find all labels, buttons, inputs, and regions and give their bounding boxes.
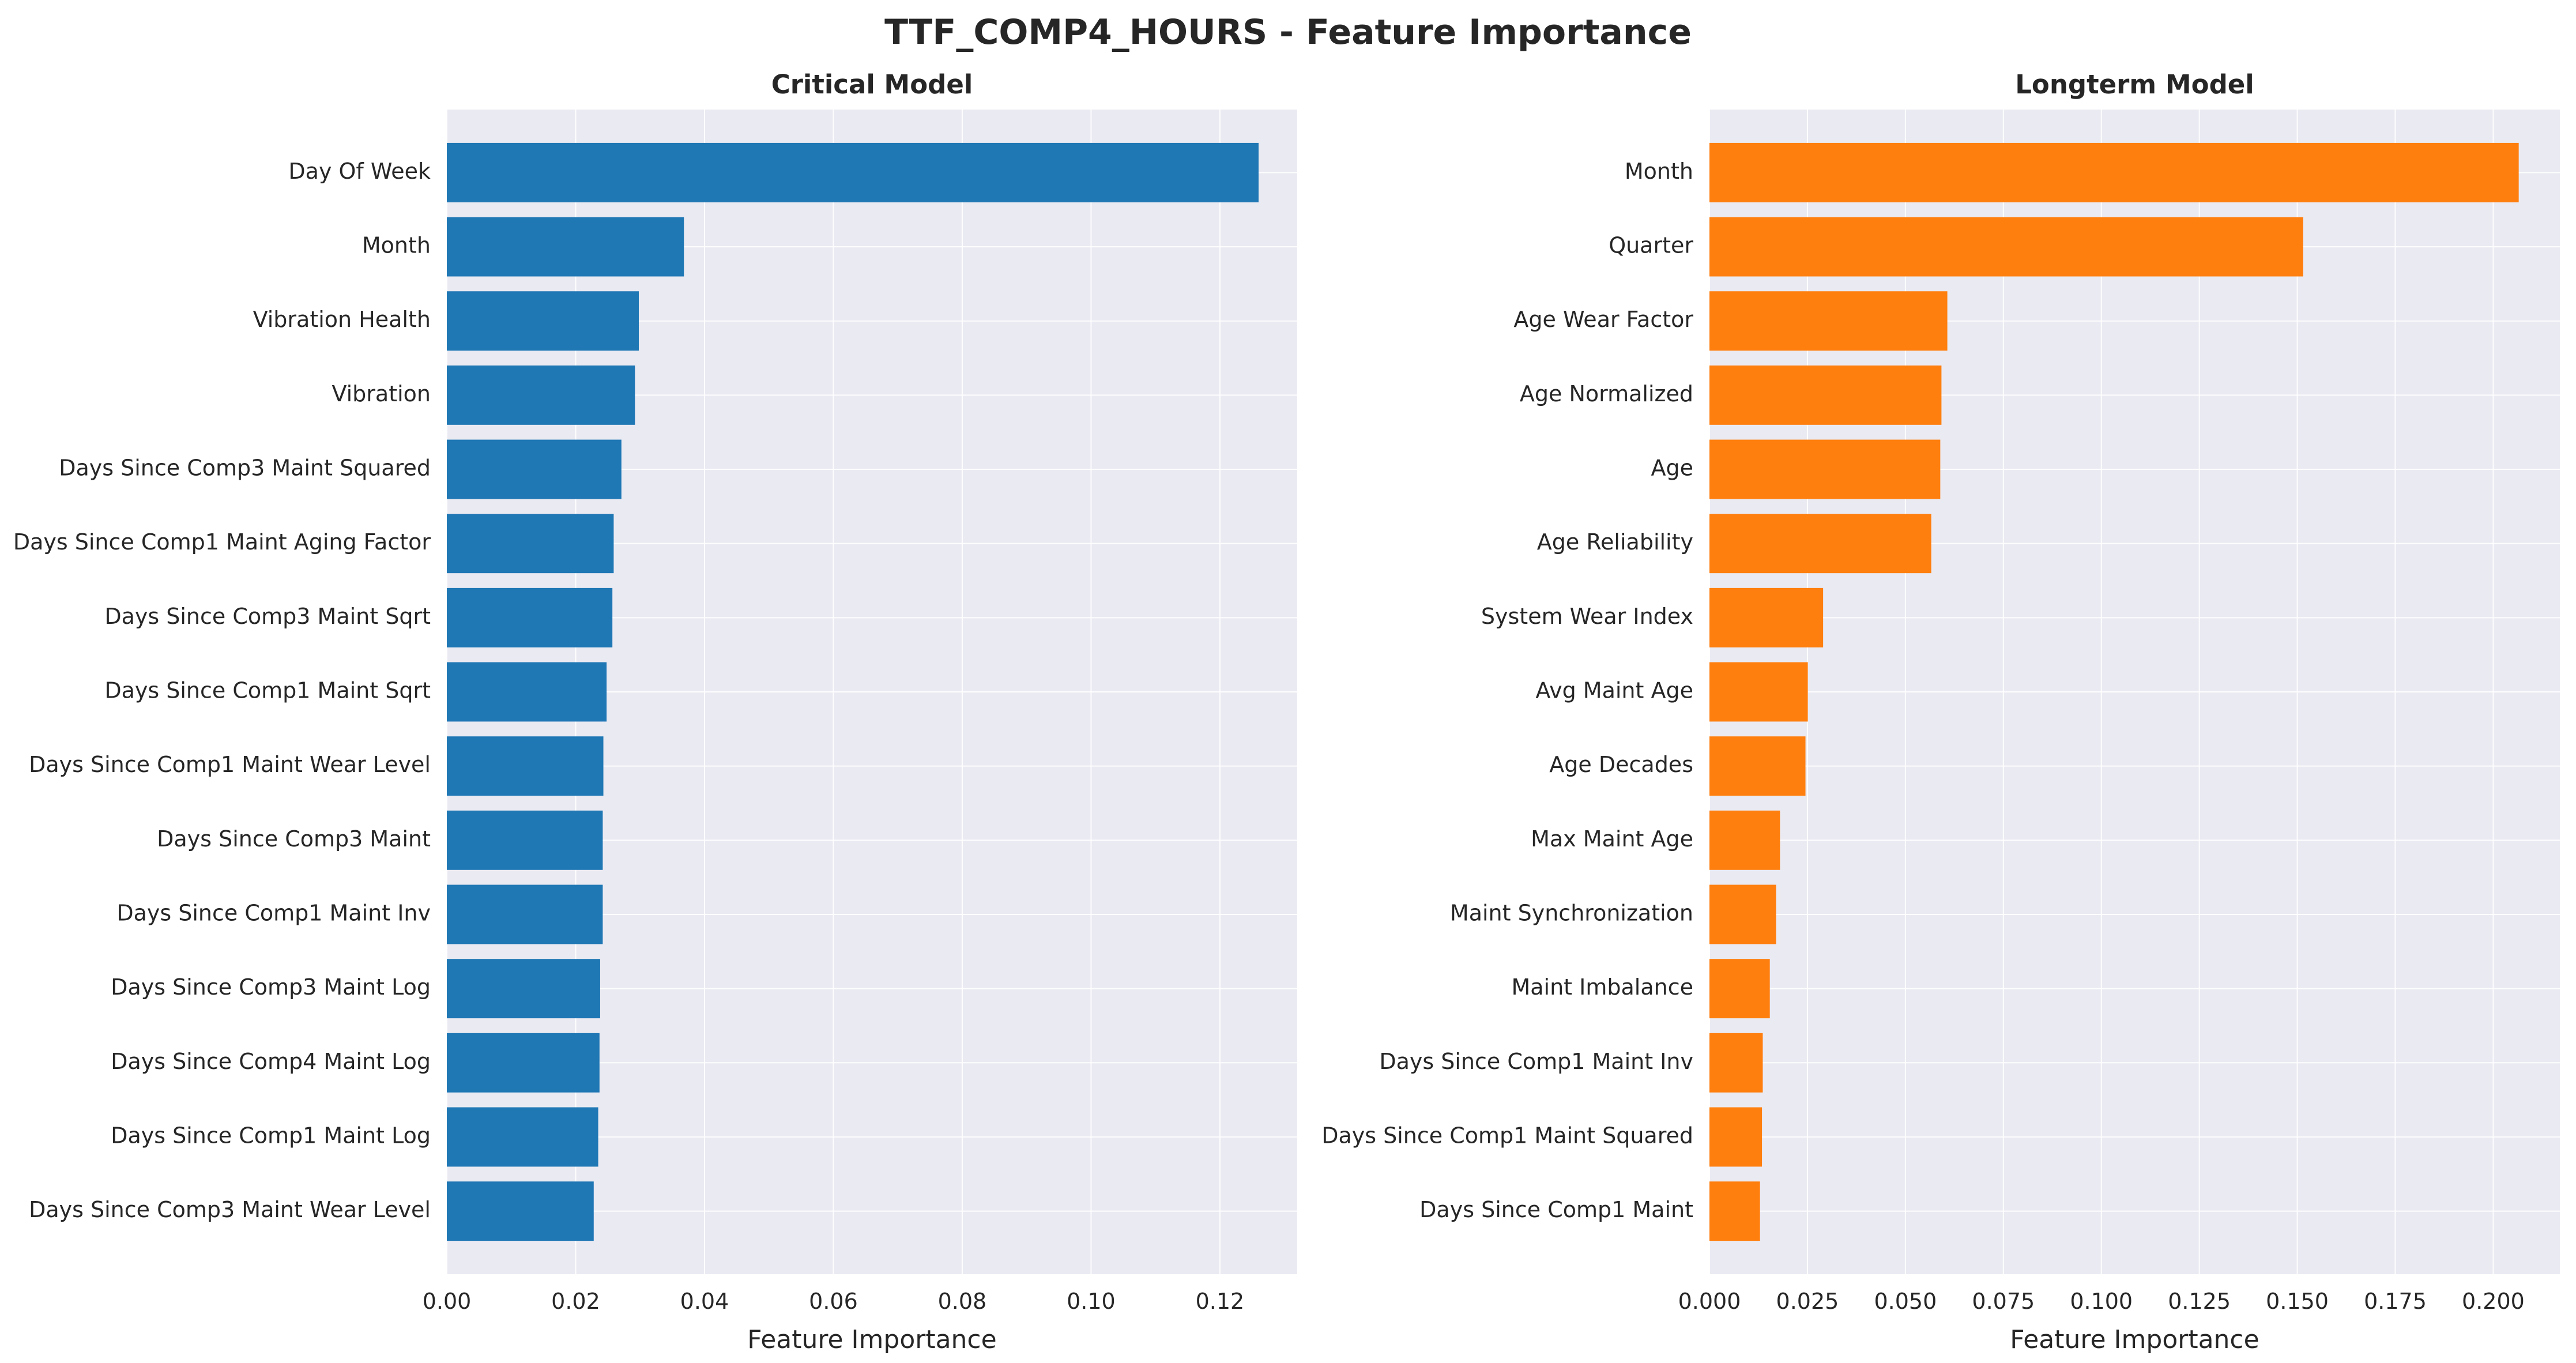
- bar-days-since-comp3-maint-sqrt: [447, 588, 613, 647]
- bar-avg-maint-age: [1709, 662, 1808, 722]
- bar-month: [1709, 142, 2519, 202]
- bar-system-wear-index: [1709, 588, 1824, 647]
- x-tick-label: 0.050: [1874, 1289, 1937, 1314]
- bar-days-since-comp1-maint-inv: [1709, 1033, 1763, 1093]
- panel-title: Critical Model: [771, 69, 973, 100]
- panel-title: Longterm Model: [2015, 69, 2254, 100]
- x-tick-label: 0.125: [2168, 1289, 2231, 1314]
- y-tick-label: Days Since Comp4 Maint Log: [111, 1049, 431, 1074]
- y-tick-label: Days Since Comp3 Maint Wear Level: [29, 1197, 431, 1222]
- figure-title: TTF_COMP4_HOURS - Feature Importance: [884, 12, 1692, 52]
- y-tick-label: Day Of Week: [288, 159, 431, 184]
- bar-days-since-comp3-maint-log: [447, 959, 600, 1019]
- bar-days-since-comp3-maint: [447, 810, 603, 870]
- x-axis-label: Feature Importance: [747, 1325, 996, 1354]
- x-tick-label: 0.06: [809, 1289, 858, 1314]
- x-tick-label: 0.08: [938, 1289, 987, 1314]
- x-tick-label: 0.12: [1196, 1289, 1245, 1314]
- y-tick-label: Days Since Comp3 Maint Log: [111, 974, 431, 1000]
- critical-model-panel: Day Of Week Month Vibration Health Vibratio…: [13, 69, 1297, 1354]
- x-tick-label: 0.075: [1972, 1289, 2035, 1314]
- y-tick-label: Maint Synchronization: [1450, 900, 1693, 925]
- bar-age-decades: [1709, 736, 1806, 796]
- y-tick-label: Days Since Comp1 Maint Wear Level: [29, 752, 431, 777]
- y-tick-label: Age Wear Factor: [1513, 307, 1693, 332]
- longterm-model-panel: Month Quarter Age Wear Factor Age Normalize…: [1321, 69, 2560, 1354]
- y-tick-label: Days Since Comp1 Maint Inv: [116, 900, 431, 925]
- bar-days-since-comp1-maint-sqrt: [447, 662, 607, 722]
- y-tick-label: Days Since Comp3 Maint: [157, 826, 431, 852]
- y-tick-label: Days Since Comp1 Maint Sqrt: [104, 678, 431, 703]
- y-tick-label: Days Since Comp1 Maint Inv: [1379, 1049, 1693, 1074]
- bar-age: [1709, 439, 1941, 499]
- x-tick-label: 0.00: [423, 1289, 472, 1314]
- y-tick-label: Quarter: [1609, 233, 1693, 258]
- y-tick-label: Days Since Comp1 Maint Squared: [1321, 1123, 1693, 1148]
- bar-days-since-comp4-maint-log: [447, 1033, 600, 1093]
- bar-quarter: [1709, 217, 2303, 277]
- y-tick-label: Vibration Health: [253, 307, 431, 332]
- bar-days-since-comp3-maint-squared: [447, 439, 622, 499]
- y-tick-label: Age Normalized: [1520, 381, 1693, 406]
- x-tick-label: 0.025: [1776, 1289, 1839, 1314]
- bar-days-since-comp1-maint: [1709, 1181, 1760, 1241]
- y-tick-label: Days Since Comp1 Maint: [1419, 1197, 1693, 1222]
- y-tick-label: Age Reliability: [1537, 529, 1693, 555]
- bar-days-since-comp1-maint-wear-level: [447, 736, 604, 796]
- x-tick-label: 0.000: [1678, 1289, 1741, 1314]
- bar-days-since-comp1-maint-squared: [1709, 1107, 1762, 1167]
- x-axis-label: Feature Importance: [2010, 1325, 2259, 1354]
- y-tick-label: Maint Imbalance: [1511, 974, 1693, 1000]
- bar-age-wear-factor: [1709, 291, 1948, 351]
- bar-day-of-week: [447, 142, 1259, 202]
- y-tick-label: Days Since Comp1 Maint Aging Factor: [13, 529, 431, 555]
- bar-days-since-comp3-maint-wear-level: [447, 1181, 594, 1241]
- x-tick-label: 0.175: [2364, 1289, 2427, 1314]
- x-tick-label: 0.100: [2070, 1289, 2133, 1314]
- x-tick-label: 0.10: [1067, 1289, 1116, 1314]
- y-tick-label: Days Since Comp3 Maint Squared: [59, 455, 431, 481]
- y-tick-label: Days Since Comp3 Maint Sqrt: [104, 604, 431, 629]
- bar-vibration-health: [447, 291, 639, 351]
- y-tick-label: Age Decades: [1549, 752, 1693, 777]
- y-tick-label: Max Maint Age: [1531, 826, 1693, 852]
- bar-maint-synchronization: [1709, 884, 1776, 944]
- y-tick-label: Days Since Comp1 Maint Log: [111, 1123, 431, 1148]
- y-tick-label: Month: [1625, 159, 1693, 184]
- bar-days-since-comp1-maint-inv: [447, 884, 603, 944]
- y-tick-label: Month: [362, 233, 431, 258]
- bar-vibration: [447, 365, 635, 425]
- y-tick-label: Vibration: [332, 381, 431, 406]
- y-tick-label: System Wear Index: [1481, 604, 1693, 629]
- bar-age-reliability: [1709, 514, 1931, 574]
- x-tick-label: 0.200: [2462, 1289, 2525, 1314]
- x-tick-label: 0.04: [680, 1289, 729, 1314]
- bar-month: [447, 217, 684, 277]
- y-tick-label: Avg Maint Age: [1535, 678, 1693, 703]
- y-tick-label: Age: [1651, 455, 1694, 481]
- bar-max-maint-age: [1709, 810, 1780, 870]
- bar-days-since-comp1-maint-log: [447, 1107, 598, 1167]
- x-tick-label: 0.150: [2266, 1289, 2329, 1314]
- bar-age-normalized: [1709, 365, 1942, 425]
- bar-maint-imbalance: [1709, 959, 1770, 1019]
- x-tick-label: 0.02: [551, 1289, 600, 1314]
- bar-days-since-comp1-maint-aging-factor: [447, 514, 614, 574]
